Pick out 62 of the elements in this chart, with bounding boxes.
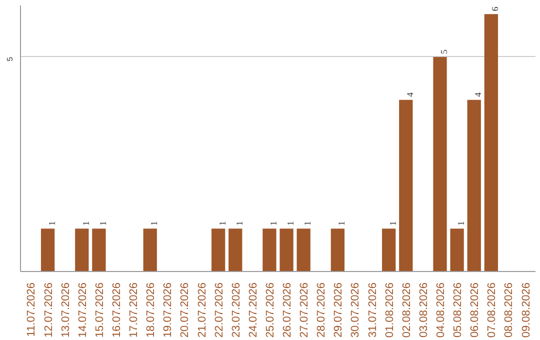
x-tick-label: 03.08.2026 [418, 282, 430, 338]
x-tick-label: 31.07.2026 [366, 282, 379, 338]
data-label: 1 [234, 221, 244, 226]
x-tick-label: 06.08.2026 [469, 282, 482, 338]
bar [450, 228, 464, 272]
x-tick-label: 22.07.2026 [213, 282, 226, 338]
data-label: 6 [490, 6, 500, 12]
data-label: 4 [404, 92, 415, 97]
x-tick-label: 17.07.2026 [128, 282, 140, 338]
bar [296, 228, 310, 272]
x-tick-label: 16.07.2026 [110, 282, 123, 338]
data-label: 1 [80, 221, 91, 226]
x-tick-label: 27.07.2026 [298, 282, 311, 338]
bar [280, 228, 294, 272]
data-label: 1 [456, 221, 466, 226]
bar [467, 100, 481, 272]
data-label: 5 [439, 48, 450, 54]
data-label: 1 [286, 221, 296, 226]
x-tick-label: 14.07.2026 [76, 282, 89, 338]
x-tick-label: 26.07.2026 [282, 282, 294, 338]
bar [433, 56, 447, 272]
bar [399, 100, 413, 272]
x-tick-label: 24.07.2026 [247, 282, 260, 338]
x-tick-label: 28.07.2026 [316, 282, 328, 338]
bar [211, 228, 226, 272]
data-label: 1 [149, 221, 160, 226]
bar [40, 228, 55, 272]
x-tick-label: 07.08.2026 [486, 282, 498, 338]
data-label: 1 [217, 221, 228, 226]
bar [75, 228, 89, 272]
bar [330, 228, 345, 272]
data-label: 1 [268, 221, 278, 226]
data-label: 1 [336, 221, 347, 226]
bar [92, 228, 106, 272]
x-tick-label: 18.07.2026 [145, 282, 158, 338]
data-label: 1 [388, 221, 398, 226]
bar [262, 228, 276, 272]
x-tick-label: 21.07.2026 [196, 282, 208, 338]
bar [382, 228, 396, 272]
data-label: 1 [302, 221, 313, 226]
x-tick-label: 29.07.2026 [332, 282, 345, 338]
data-label: 4 [473, 92, 484, 97]
x-tick-label: 15.07.2026 [94, 282, 106, 338]
x-tick-label: 09.08.2026 [520, 282, 532, 338]
x-tick-label: 30.07.2026 [350, 282, 362, 338]
x-tick-label: 13.07.2026 [60, 282, 72, 338]
x-tick-label: 05.08.2026 [452, 282, 464, 338]
x-tick-label: 12.07.2026 [42, 282, 55, 338]
data-label: 1 [46, 221, 57, 226]
x-tick-label: 04.08.2026 [435, 282, 448, 338]
bar [228, 228, 242, 272]
bar [143, 228, 157, 272]
x-tick-label: 25.07.2026 [264, 282, 276, 338]
x-tick-label: 23.07.2026 [230, 282, 242, 338]
data-label: 1 [98, 221, 108, 226]
x-tick-label: 20.07.2026 [179, 282, 192, 338]
x-tick-label: 01.08.2026 [384, 282, 396, 338]
x-tick-label: 08.08.2026 [503, 282, 516, 338]
bar [484, 14, 498, 272]
x-tick-label: 19.07.2026 [162, 282, 174, 338]
x-tick-label: 11.07.2026 [26, 282, 38, 337]
x-tick-label: 02.08.2026 [400, 282, 413, 338]
